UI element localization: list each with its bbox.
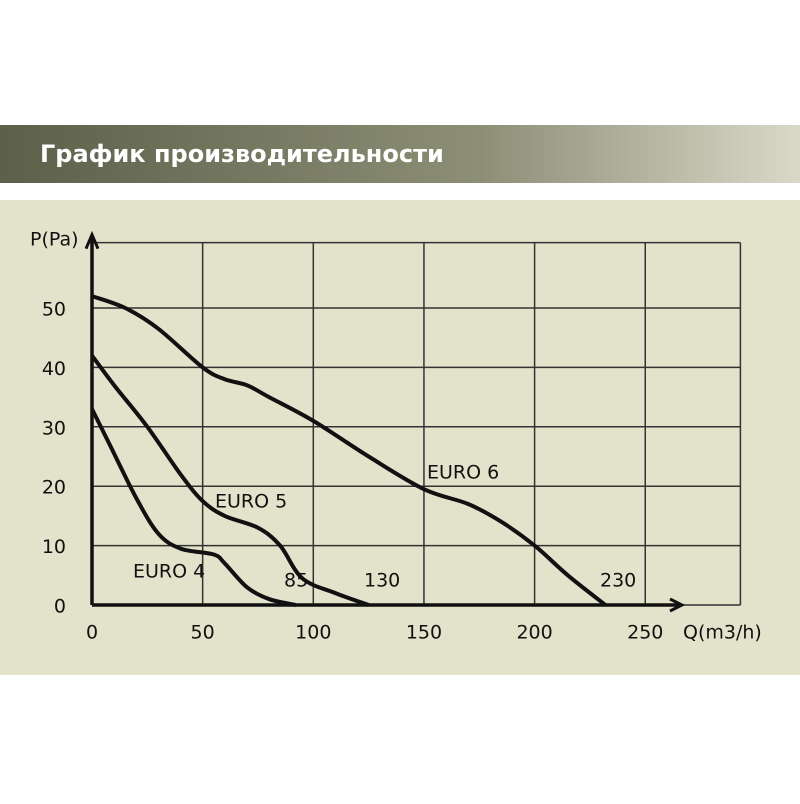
y-tick-label: 20 <box>42 477 66 499</box>
x-tick-label: 0 <box>86 622 98 644</box>
series-label: EURO 4 <box>133 561 205 583</box>
plot-background <box>0 200 800 675</box>
series-label: EURO 5 <box>215 491 287 513</box>
y-tick-label: 30 <box>42 417 66 439</box>
x-tick-label: 100 <box>295 622 331 644</box>
line-series <box>90 354 370 607</box>
y-tick-label: 10 <box>42 536 66 558</box>
x-tick-label: 150 <box>406 622 442 644</box>
x-axis-arrow <box>669 597 686 613</box>
annotation: 230 <box>600 570 636 592</box>
title-banner <box>0 125 800 183</box>
annotation: 85 <box>284 570 308 592</box>
y-axis-arrow <box>84 230 100 250</box>
y-tick-label: 0 <box>54 596 66 618</box>
line-series <box>90 408 297 607</box>
x-tick-label: 50 <box>191 622 215 644</box>
chart-title: График производительности <box>40 140 444 168</box>
x-tick-label: 250 <box>627 622 663 644</box>
x-axis-label: Q(m3/h) <box>683 622 762 644</box>
line-series <box>91 294 607 607</box>
annotation: 130 <box>364 570 400 592</box>
y-axis-label: P(Pa) <box>30 229 79 251</box>
x-tick-label: 200 <box>516 622 552 644</box>
y-tick-label: 40 <box>42 358 66 380</box>
series-label: EURO 6 <box>427 462 499 484</box>
y-tick-label: 50 <box>42 299 66 321</box>
